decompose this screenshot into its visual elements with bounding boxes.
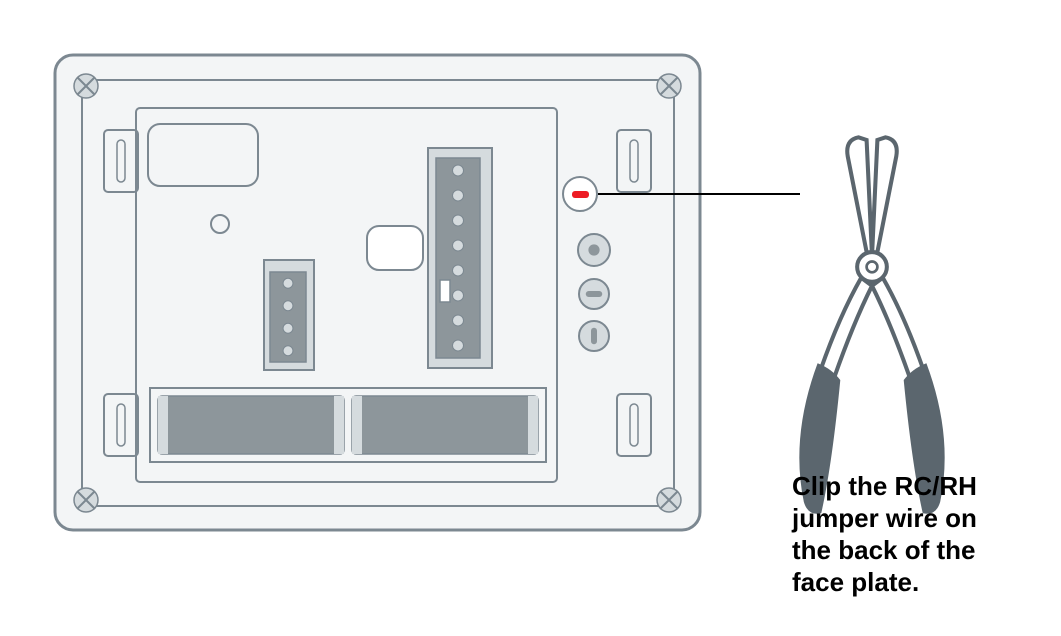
- instruction-line: face plate.: [792, 566, 977, 598]
- terminal-pin: [283, 301, 293, 311]
- terminal-block-left: [270, 272, 306, 362]
- device-back: [55, 55, 700, 530]
- terminal-pin: [283, 278, 293, 288]
- terminal-block-right: [436, 158, 480, 358]
- battery-cap: [334, 396, 344, 454]
- side-button-mark: [588, 244, 599, 255]
- terminal-pin: [283, 323, 293, 333]
- cutter-jaw-left: [847, 137, 872, 258]
- terminal-pin: [453, 240, 464, 251]
- wire-cutters-icon: [800, 137, 944, 513]
- instruction-text: Clip the RC/RH jumper wire on the back o…: [792, 470, 977, 598]
- terminal-pin: [453, 340, 464, 351]
- terminal-pin: [453, 215, 464, 226]
- cutter-arm-right: [872, 278, 923, 378]
- jumper-housing: [563, 177, 597, 211]
- side-button-mark: [591, 328, 597, 345]
- terminal-pin: [453, 190, 464, 201]
- side-button-mark: [586, 291, 603, 297]
- battery: [158, 396, 344, 454]
- jumper-wire-icon: [572, 191, 589, 198]
- terminal-block: [436, 158, 480, 358]
- terminal-pin: [453, 165, 464, 176]
- terminal-pin: [283, 346, 293, 356]
- instruction-line: jumper wire on: [792, 502, 977, 534]
- battery-cap: [158, 396, 168, 454]
- instruction-line: Clip the RC/RH: [792, 470, 977, 502]
- cutter-arm-left: [821, 278, 872, 378]
- diagram-canvas: Clip the RC/RH jumper wire on the back o…: [0, 0, 1061, 636]
- small-clip: [440, 280, 450, 302]
- cutter-pivot-inner: [867, 262, 878, 273]
- side-buttons-group: [578, 234, 610, 351]
- battery-cap: [352, 396, 362, 454]
- battery-cap: [528, 396, 538, 454]
- cutter-jaw-right: [872, 137, 897, 258]
- central-cutout: [367, 226, 423, 270]
- battery-2: [352, 396, 538, 454]
- terminal-pin: [453, 290, 464, 301]
- battery-1: [158, 396, 344, 454]
- terminal-pin: [453, 315, 464, 326]
- battery: [352, 396, 538, 454]
- instruction-line: the back of the: [792, 534, 977, 566]
- terminal-pin: [453, 265, 464, 276]
